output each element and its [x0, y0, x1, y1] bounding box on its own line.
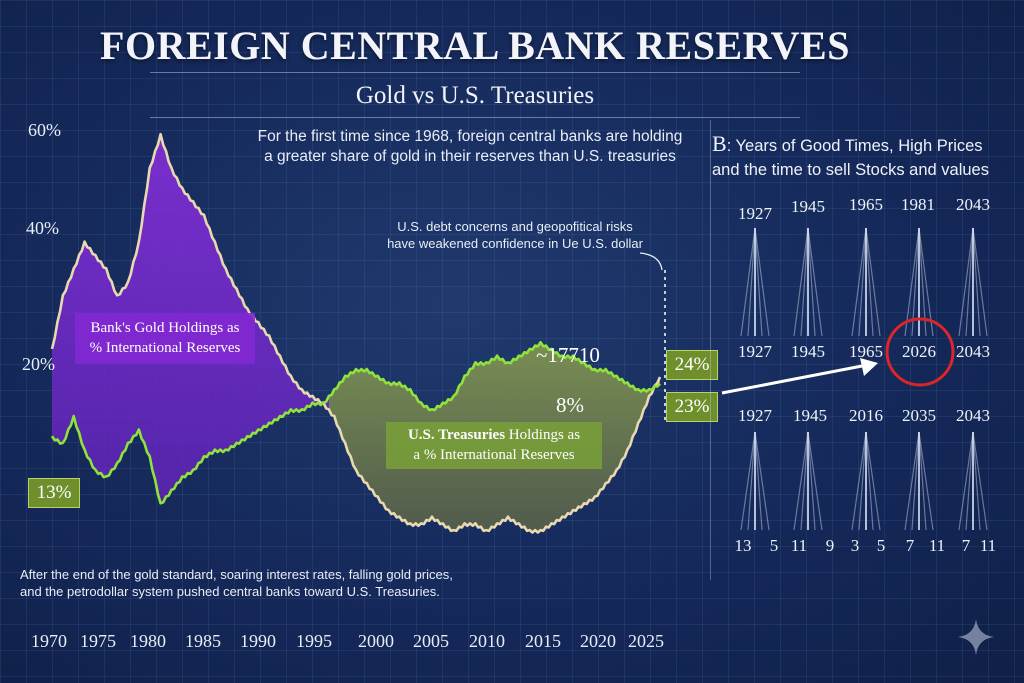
upper-spike-2 — [793, 227, 823, 337]
annotation-gold-standard-line1: After the end of the gold standard, soar… — [20, 567, 453, 582]
row1-year-3: 1965 — [849, 195, 883, 214]
annotation-debt-concerns: U.S. debt concerns and geopofitical risk… — [365, 219, 665, 253]
chart-subtitle: Gold vs U.S. Treasuries — [355, 82, 595, 109]
row2-year-5: 2043 — [956, 342, 990, 361]
gold-series-label-line1: Bank's Gold Holdings as — [90, 320, 240, 336]
right-panel-letter: B — [712, 131, 727, 156]
lower-spike-3 — [851, 431, 881, 531]
row4-num-3: 11 — [790, 536, 808, 555]
treasuries-series-label-line2: a % International Reserves — [413, 446, 575, 463]
right-panel — [710, 120, 1009, 580]
title-divider — [150, 72, 800, 73]
row4-num-1: 13 — [734, 536, 752, 555]
right-panel-header-text2: and the time to sell Stocks and values — [712, 161, 989, 180]
annotation-gold-standard-line2: and the petrodollar system pushed centra… — [20, 583, 440, 599]
row4-num-5: 3 — [850, 536, 860, 555]
row4-num-2: 5 — [769, 536, 779, 555]
lower-spike-2 — [793, 431, 823, 531]
lower-spike-1 — [740, 431, 770, 531]
y-tick-40: 40% — [26, 218, 59, 238]
x-tick-2015: 2015 — [525, 631, 561, 651]
gold-series-label-line2: % International Reserves — [89, 339, 241, 356]
x-tick-1995: 1995 — [296, 631, 332, 651]
treasuries-end-value: 23% — [666, 392, 718, 422]
x-tick-1985: 1985 — [185, 631, 221, 651]
y-tick-20: 20% — [22, 354, 55, 374]
treasuries-series-label: U.S. Treasuries Holdings as a % Internat… — [386, 422, 602, 469]
x-tick-2005: 2005 — [413, 631, 449, 651]
annotation-first-time-line1: For the first time since 1968, foreign c… — [257, 128, 683, 145]
row2-year-2: 1945 — [791, 342, 825, 361]
x-tick-1975: 1975 — [80, 631, 116, 651]
row1-year-5: 2043 — [956, 195, 990, 214]
subtitle-divider — [150, 117, 800, 118]
row1-year-1: 1927 — [738, 204, 772, 223]
row4-num-9: 7 — [961, 536, 971, 555]
x-tick-2000: 2000 — [358, 631, 394, 651]
row4-num-8: 11 — [928, 536, 946, 555]
row2-year-highlight: 2026 — [902, 342, 936, 361]
right-panel-header: B: Years of Good Times, High Prices and … — [712, 128, 1012, 183]
row3-year-1: 1927 — [738, 406, 772, 425]
y-tick-60: 60% — [28, 120, 61, 140]
x-tick-1970: 1970 — [31, 631, 67, 651]
upper-spike-3 — [851, 227, 881, 337]
page-title: FOREIGN CENTRAL BANK RESERVES — [100, 23, 850, 68]
sparkle-icon — [958, 619, 994, 655]
mid-value-2: 8% — [556, 393, 584, 417]
right-panel-header-text1: : Years of Good Times, High Prices — [726, 137, 983, 155]
highlight-circle — [885, 317, 955, 387]
treasuries-series-label-line1: U.S. Treasuries Holdings as — [386, 426, 602, 446]
annotation-debt-line1: U.S. debt concerns and geopofitical risk… — [397, 219, 633, 234]
lower-spike-4 — [904, 431, 934, 531]
pointer-arrow — [721, 364, 863, 395]
annotation-first-time-line2: a greater share of gold in their reserve… — [264, 148, 676, 166]
gold-end-value: 24% — [666, 350, 718, 380]
row4-num-6: 5 — [876, 536, 886, 555]
row4-num-10: 11 — [979, 536, 997, 555]
gold-series-label: Bank's Gold Holdings as % International … — [75, 313, 255, 364]
row3-year-4: 2035 — [902, 406, 936, 425]
annotation-first-time: For the first time since 1968, foreign c… — [245, 127, 695, 167]
row4-num-7: 7 — [905, 536, 915, 555]
row3-year-2: 1945 — [793, 406, 827, 425]
row1-year-2: 1945 — [791, 197, 825, 216]
treasuries-series-line — [50, 340, 661, 505]
lower-spike-5 — [958, 431, 988, 531]
gold-series-line — [50, 132, 662, 534]
x-tick-1990: 1990 — [240, 631, 276, 651]
x-tick-2010: 2010 — [469, 631, 505, 651]
x-tick-2020: 2020 — [580, 631, 616, 651]
debt-arrow — [639, 252, 663, 271]
row3-year-5: 2043 — [956, 406, 990, 425]
upper-spike-1 — [740, 227, 770, 337]
right-panel-header-line1: B: Years of Good Times, High Prices — [712, 128, 1012, 159]
annotation-gold-standard: After the end of the gold standard, soar… — [20, 567, 500, 601]
row3-year-3: 2016 — [849, 406, 883, 425]
upper-spike-5 — [958, 227, 988, 337]
row4-num-4: 9 — [825, 536, 835, 555]
row1-year-4: 1981 — [901, 195, 935, 214]
x-tick-1980: 1980 — [130, 631, 166, 651]
annotation-debt-line2: have weakened confidence in Ue U.S. doll… — [387, 235, 643, 251]
x-tick-2025: 2025 — [628, 631, 664, 651]
treasuries-label-bold: U.S. Treasuries — [407, 427, 506, 443]
row2-year-1: 1927 — [738, 342, 772, 361]
row2-year-3: 1965 — [849, 342, 883, 361]
treasuries-start-value: 13% — [28, 478, 80, 508]
mid-value-1: ~17710 — [536, 343, 600, 367]
pointer-arrowhead — [860, 358, 878, 376]
treasuries-label-rest: Holdings as — [505, 427, 581, 443]
